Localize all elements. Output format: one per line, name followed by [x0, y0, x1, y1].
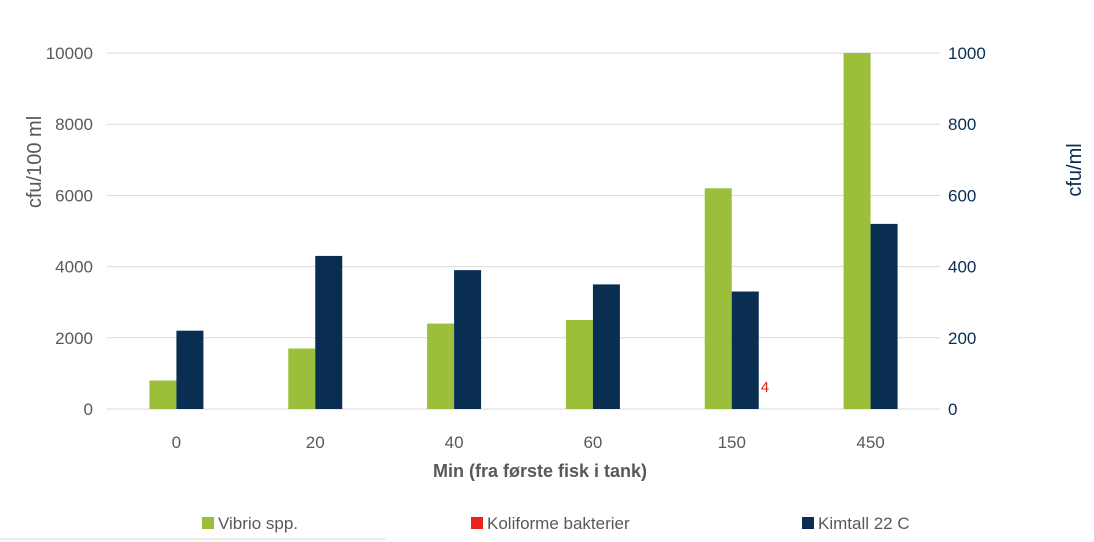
data-labels: 4 [761, 379, 769, 396]
left-axis-ticks: 0 2000 4000 6000 8000 10000 [46, 44, 93, 419]
bars [149, 53, 898, 409]
y-right-tick-label: 0 [948, 400, 957, 419]
y-right-tick-label: 400 [948, 258, 976, 277]
x-axis-ticks: 0 20 40 60 150 450 [172, 433, 885, 452]
x-tick-label: 150 [718, 433, 746, 452]
bar-vibrio [149, 380, 177, 409]
bar-vibrio [427, 323, 455, 409]
y-right-tick-label: 1000 [948, 44, 986, 63]
bar-vibrio [704, 188, 732, 409]
y-right-tick-label: 200 [948, 329, 976, 348]
legend: Vibrio spp. Koliforme bakterier Kimtall 22… [202, 514, 910, 533]
bar-kimtall [731, 291, 759, 409]
legend-label: Kimtall 22 C [818, 514, 910, 533]
y-left-tick-label: 8000 [55, 115, 93, 134]
legend-swatch [471, 517, 483, 529]
bar-kimtall [315, 255, 343, 409]
y-left-tick-label: 4000 [55, 258, 93, 277]
y-left-tick-label: 2000 [55, 329, 93, 348]
bar-kimtall [454, 270, 482, 409]
x-tick-label: 20 [306, 433, 325, 452]
y-axis-right-title: cfu/ml [1064, 143, 1086, 196]
y-axis-left-title: cfu/100 ml [24, 116, 46, 208]
x-tick-label: 0 [172, 433, 181, 452]
y-left-tick-label: 0 [84, 400, 93, 419]
bar-vibrio [843, 53, 871, 409]
x-tick-label: 60 [583, 433, 602, 452]
bar-vibrio [565, 320, 593, 409]
legend-swatch [802, 517, 814, 529]
x-tick-label: 40 [445, 433, 464, 452]
bar-kimtall [870, 223, 898, 409]
y-right-tick-label: 600 [948, 186, 976, 205]
bar-kimtall [176, 330, 204, 409]
bar-kimtall [592, 284, 620, 409]
gridlines [107, 52, 940, 410]
y-left-tick-label: 10000 [46, 44, 93, 63]
legend-label: Vibrio spp. [218, 514, 298, 533]
y-right-tick-label: 800 [948, 115, 976, 134]
right-axis-ticks: 0 200 400 600 800 1000 [948, 44, 986, 419]
legend-label: Koliforme bakterier [487, 514, 630, 533]
data-label: 4 [761, 379, 769, 396]
x-axis-title: Min (fra første fisk i tank) [433, 461, 647, 481]
x-tick-label: 450 [856, 433, 884, 452]
bar-vibrio [288, 348, 316, 409]
legend-swatch [202, 517, 214, 529]
y-left-tick-label: 6000 [55, 186, 93, 205]
